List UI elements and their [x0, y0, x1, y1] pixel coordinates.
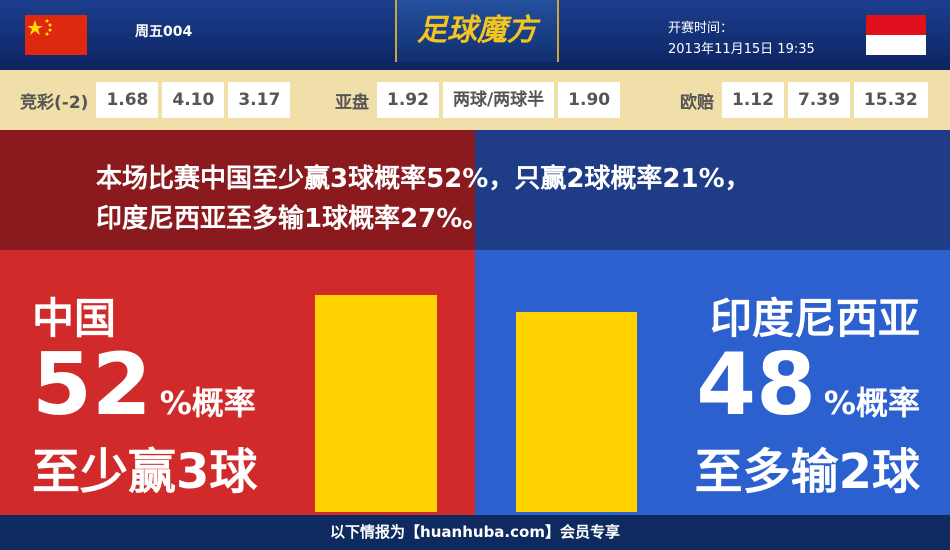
odds-value: 4.10	[162, 82, 225, 118]
probability-unit: %概率	[823, 384, 920, 422]
headline-bg	[0, 130, 475, 250]
probability: 48	[696, 335, 816, 435]
probability-line: 48 %概率	[696, 335, 920, 435]
odds-label: 亚盘	[335, 92, 369, 113]
odds-label: 欧赔	[680, 92, 714, 113]
odds-group: 亚盘 1.92 两球/两球半 1.90	[335, 82, 621, 118]
headline-bg	[475, 130, 950, 250]
probability-line: 52 %概率	[32, 335, 256, 435]
headline: 印度尼西亚至多输1球概率27%。	[96, 204, 489, 234]
headline: 本场比赛中国至少赢3球概率52%，只赢2球概率21%，	[96, 164, 751, 194]
odds-value: 15.32	[853, 82, 928, 118]
odds-label: 竞彩(-2)	[20, 92, 89, 113]
footer: 以下情报为【huanhuba.com】会员专享	[0, 515, 950, 550]
match-code: 周五004	[135, 24, 193, 40]
logo: 足球魔方	[395, 0, 559, 62]
outcome: 至多输2球	[694, 444, 920, 500]
odds-value: 1.68	[96, 82, 159, 118]
china-flag	[25, 15, 87, 55]
team-name: 印度尼西亚	[709, 294, 920, 343]
kickoff-label: 开赛时间：	[668, 21, 734, 36]
indonesia-flag	[866, 15, 926, 55]
team-name: 中国	[32, 294, 117, 343]
odds-value: 1.90	[558, 82, 621, 118]
odds-group: 欧赔 1.12 7.39 15.32	[680, 82, 928, 118]
odds-value: 1.12	[722, 82, 784, 118]
probability-bar	[315, 295, 437, 512]
odds-group: 竞彩(-2) 1.68 4.10 3.17	[20, 82, 291, 118]
odds-bar: 竞彩(-2) 1.68 4.10 3.17 亚盘 1.92 两球/两球半 1.90 欧赔 1.12…	[0, 70, 950, 130]
probability-unit: %概率	[159, 384, 256, 422]
odds-value: 1.92	[377, 82, 439, 118]
odds-value: 两球/两球半	[442, 82, 555, 118]
odds-value: 7.39	[787, 82, 850, 118]
odds-value: 3.17	[228, 82, 291, 118]
outcome: 至少赢3球	[32, 444, 258, 500]
probability-bar	[516, 311, 637, 512]
kickoff-time: 2013年11月15日 19:35	[668, 42, 815, 57]
probability: 52	[32, 335, 152, 435]
